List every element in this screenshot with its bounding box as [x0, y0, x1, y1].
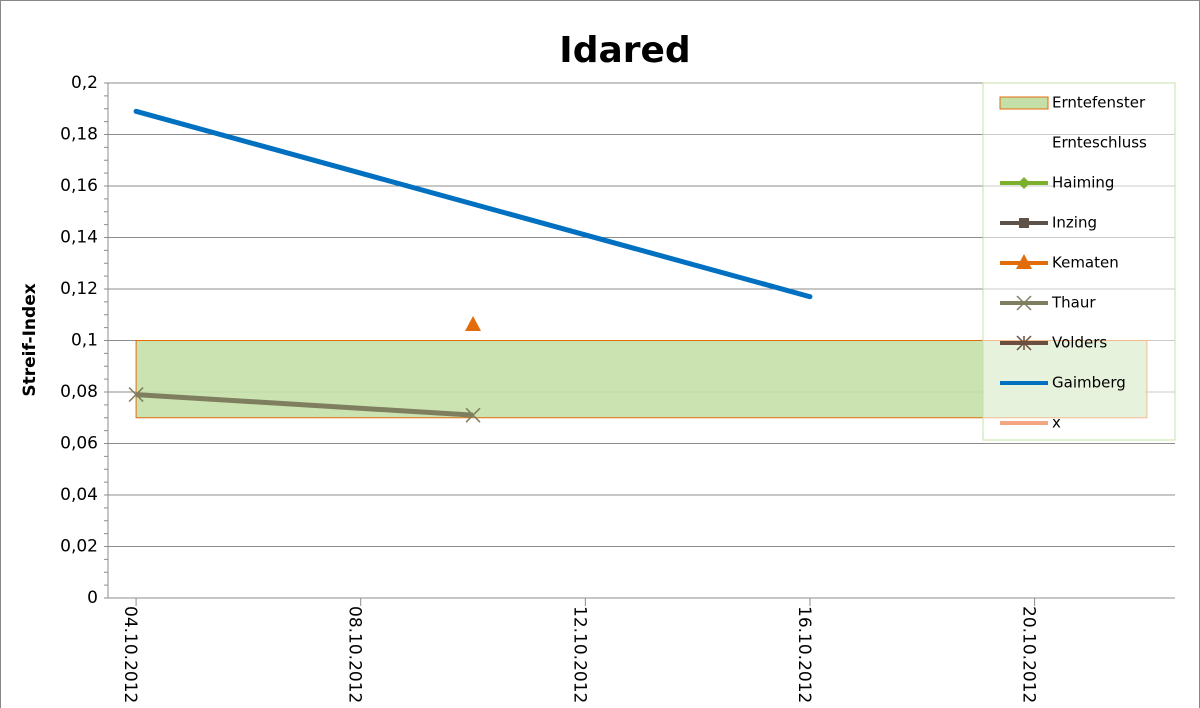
y-tick-label: 0,2 [71, 73, 98, 93]
marker [1016, 335, 1032, 351]
y-tick-label: 0,02 [60, 537, 98, 557]
series-line [135, 108, 811, 300]
legend-label: Haiming [1052, 174, 1114, 192]
marker [1019, 218, 1029, 228]
legend-label: x [1052, 414, 1061, 432]
x-tick-label: 16.10.2012 [794, 606, 814, 703]
legend-label: Volders [1052, 334, 1107, 352]
marker [1018, 177, 1030, 189]
marker [465, 407, 481, 423]
point [807, 294, 813, 300]
legend-label: Kematen [1052, 254, 1119, 272]
y-tick-label: 0,06 [60, 434, 98, 454]
y-tick-label: 0,14 [60, 228, 98, 248]
y-tick-label: 0 [87, 588, 98, 608]
y-axis-label: Streif-Index [20, 283, 40, 396]
marker [1016, 254, 1032, 269]
y-tick-label: 0,1 [71, 331, 98, 351]
series-line [135, 392, 474, 418]
chart-title: Idared [559, 30, 690, 71]
legend-label: Thaur [1051, 294, 1096, 312]
y-tick-label: 0,16 [60, 176, 98, 196]
legend-swatch [999, 96, 1049, 110]
harvest-window [135, 340, 1148, 419]
marker [1016, 295, 1032, 311]
y-tick-label: 0,04 [60, 485, 98, 505]
x-tick-label: 08.10.2012 [345, 606, 365, 703]
x-tick-label: 04.10.2012 [120, 606, 140, 703]
marker [128, 387, 144, 403]
point [133, 108, 139, 114]
legend-label: Erntefenster [1052, 94, 1146, 112]
legend-label: Ernteschluss [1052, 134, 1147, 152]
y-tick-label: 0,18 [60, 125, 98, 145]
marker [465, 316, 482, 332]
y-tick-label: 0,08 [60, 382, 98, 402]
x-tick-label: 20.10.2012 [1019, 606, 1039, 703]
y-tick-label: 0,12 [60, 279, 98, 299]
legend-label: Inzing [1052, 214, 1097, 232]
legend-label: Gaimberg [1052, 374, 1126, 392]
x-tick-label: 12.10.2012 [569, 606, 589, 703]
